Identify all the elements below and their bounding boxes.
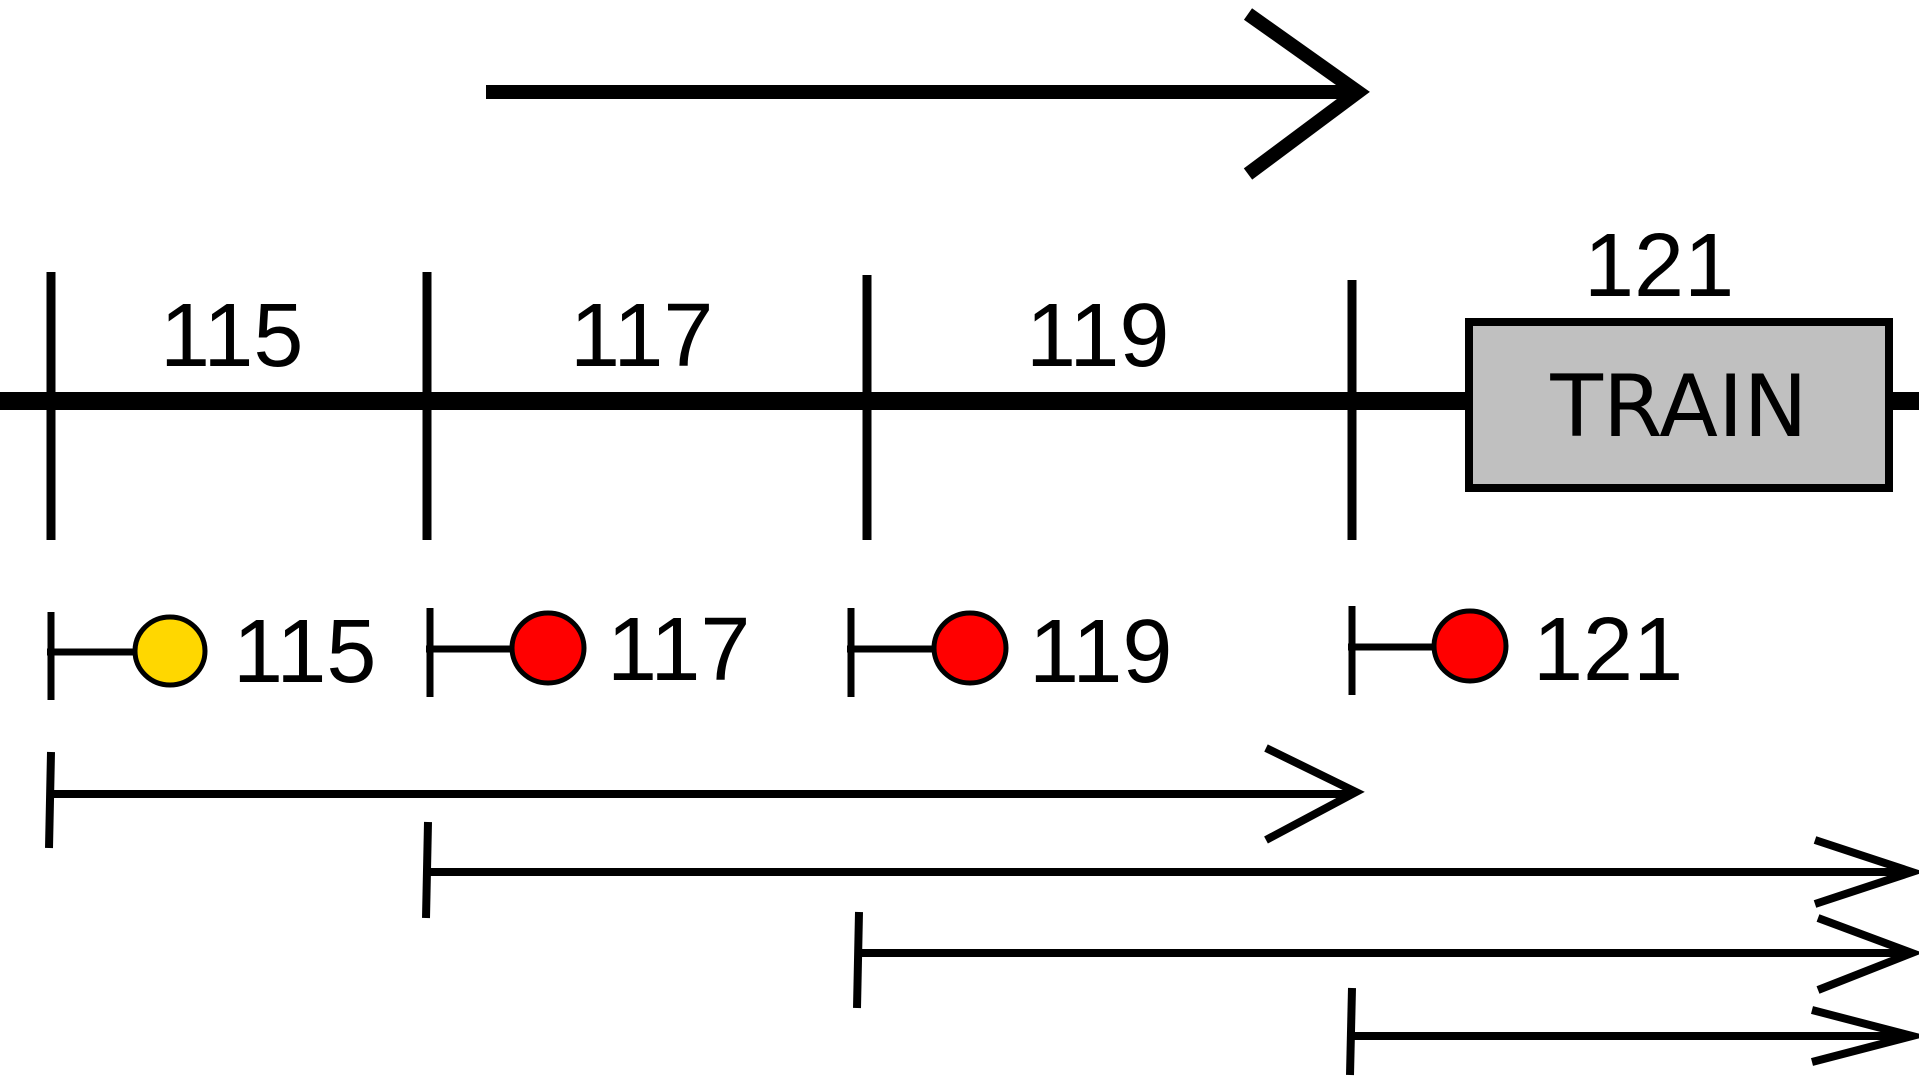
train-box bbox=[1465, 318, 1893, 492]
block-label-119: 119 bbox=[1026, 286, 1169, 386]
signal-label-115: 115 bbox=[233, 602, 376, 702]
signal-115: 115 bbox=[47, 602, 376, 702]
signal-label-121: 121 bbox=[1533, 600, 1683, 700]
signal-117: 117 bbox=[426, 600, 750, 700]
signal-lamp-yellow bbox=[132, 614, 208, 688]
signal-range-117 bbox=[422, 821, 1919, 919]
block-label-121: 121 bbox=[1584, 216, 1734, 316]
signal-range-119 bbox=[853, 911, 1919, 1009]
signal-121: 121 bbox=[1348, 600, 1683, 700]
block-label-115: 115 bbox=[160, 286, 303, 386]
train-label: TRAIN bbox=[1549, 357, 1807, 457]
signal-lamp-red bbox=[1431, 608, 1509, 684]
signal-range-115 bbox=[45, 744, 1365, 849]
block-boundaries bbox=[46, 272, 1357, 540]
block-label-117: 117 bbox=[570, 286, 713, 386]
signal-119: 119 bbox=[847, 602, 1172, 702]
signal-label-119: 119 bbox=[1029, 602, 1172, 702]
signal-lamp-red bbox=[931, 610, 1009, 686]
signal-lamp-red bbox=[509, 610, 587, 686]
signal-label-117: 117 bbox=[607, 600, 750, 700]
direction-arrow-icon bbox=[486, 8, 1370, 180]
train: TRAIN bbox=[1465, 318, 1893, 492]
signal-range-121 bbox=[1346, 987, 1919, 1076]
